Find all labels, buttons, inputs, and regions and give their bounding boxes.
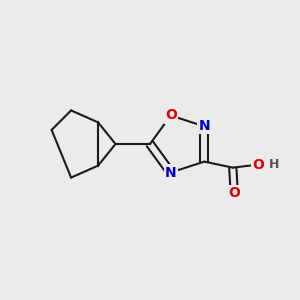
- Text: O: O: [165, 109, 177, 122]
- Text: N: N: [165, 166, 176, 179]
- Text: H: H: [269, 158, 279, 171]
- Text: N: N: [199, 119, 210, 134]
- Text: O: O: [228, 186, 240, 200]
- Text: O: O: [252, 158, 264, 172]
